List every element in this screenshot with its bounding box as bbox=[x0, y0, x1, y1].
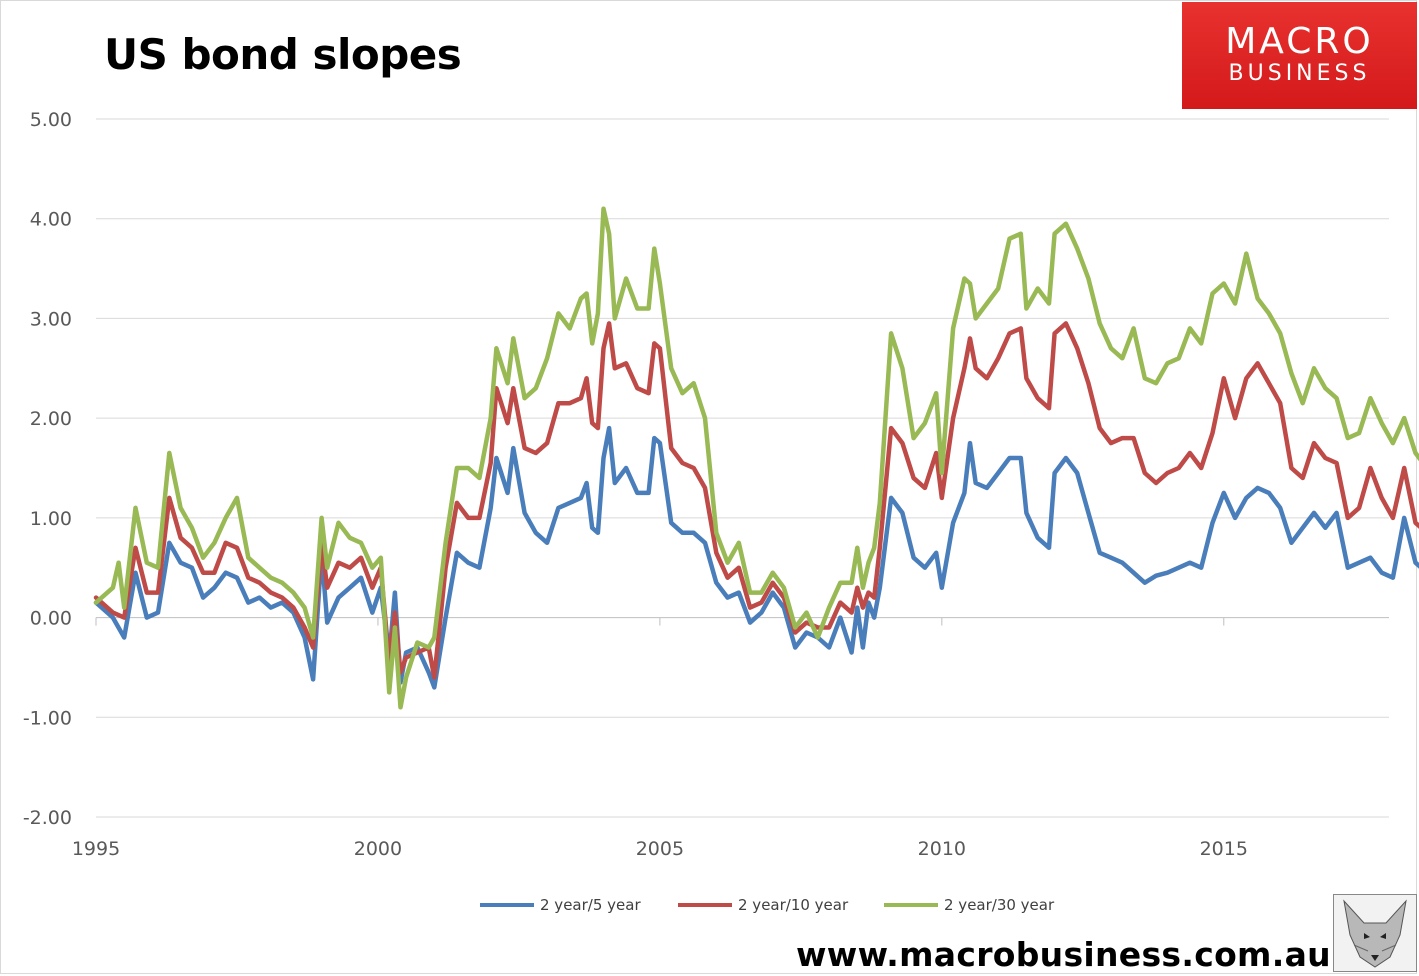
y-tick-label: 5.00 bbox=[30, 109, 72, 131]
y-tick-label: 0.00 bbox=[30, 608, 72, 630]
x-tick-label: 2000 bbox=[354, 838, 402, 860]
logo-line-1: MACRO bbox=[1225, 21, 1374, 62]
legend-item: 2 year/5 year bbox=[480, 896, 641, 914]
x-tick-label: 2010 bbox=[918, 838, 966, 860]
macrobusiness-logo: MACRO BUSINESS bbox=[1182, 2, 1417, 109]
legend-label: 2 year/10 year bbox=[738, 896, 849, 914]
series-line bbox=[93, 206, 1419, 710]
y-tick-label: -1.00 bbox=[23, 707, 72, 729]
legend-swatch bbox=[678, 903, 732, 907]
chart-title: US bond slopes bbox=[104, 30, 462, 79]
y-tick-label: 1.00 bbox=[30, 508, 72, 530]
logo-line-2: BUSINESS bbox=[1228, 61, 1371, 86]
legend-label: 2 year/5 year bbox=[540, 896, 641, 914]
x-tick-label: 1995 bbox=[72, 838, 120, 860]
y-tick-label: 2.00 bbox=[30, 408, 72, 430]
y-tick-label: 3.00 bbox=[30, 308, 72, 330]
chart-legend: 2 year/5 year 2 year/10 year 2 year/30 yea… bbox=[0, 896, 1419, 916]
y-tick-label: 4.00 bbox=[30, 209, 72, 231]
legend-item: 2 year/30 year bbox=[884, 896, 1054, 914]
legend-label: 2 year/30 year bbox=[944, 896, 1055, 914]
y-tick-label: -2.00 bbox=[23, 807, 72, 829]
legend-item: 2 year/10 year bbox=[678, 896, 848, 914]
fox-logo bbox=[1333, 894, 1417, 972]
x-tick-label: 2015 bbox=[1200, 838, 1248, 860]
site-url: www.macrobusiness.com.au bbox=[796, 935, 1331, 974]
series-line bbox=[93, 321, 1419, 680]
series-line bbox=[93, 425, 1419, 690]
x-tick-label: 2005 bbox=[636, 838, 684, 860]
legend-swatch bbox=[884, 903, 938, 907]
legend-swatch bbox=[480, 903, 534, 907]
